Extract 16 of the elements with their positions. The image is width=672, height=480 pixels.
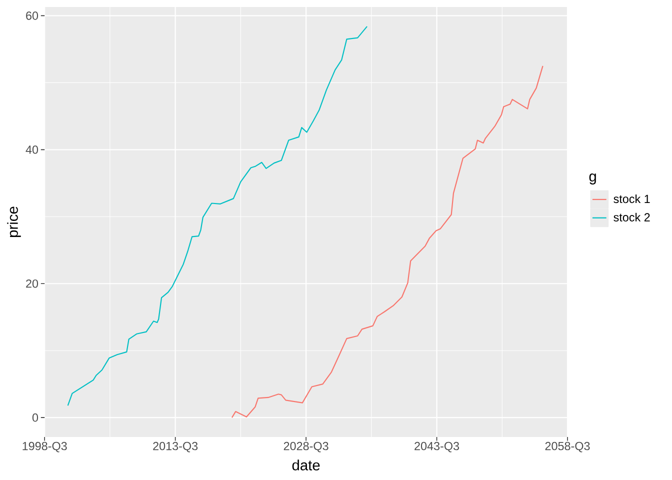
y-axis-title: price: [7, 206, 21, 237]
y-tick-label: 40: [26, 146, 38, 154]
x-tick-label: 2013-Q3: [153, 442, 198, 452]
x-tick-label: 2058-Q3: [545, 442, 590, 452]
x-tick-label: 2043-Q3: [414, 442, 460, 452]
y-tick-label: 60: [26, 12, 38, 20]
line-series: [231, 65, 544, 418]
x-tick-label: 2028-Q3: [284, 442, 328, 452]
legend-title: g: [589, 174, 596, 184]
line-series: [67, 26, 368, 406]
y-tick-label: 20: [26, 279, 38, 288]
legend-label: stock 1: [614, 194, 650, 204]
y-tick-label: 0: [32, 413, 38, 422]
x-axis-title: date: [292, 460, 320, 470]
x-tick-label: 1998-Q3: [22, 442, 67, 452]
legend-label: stock 2: [614, 212, 650, 222]
